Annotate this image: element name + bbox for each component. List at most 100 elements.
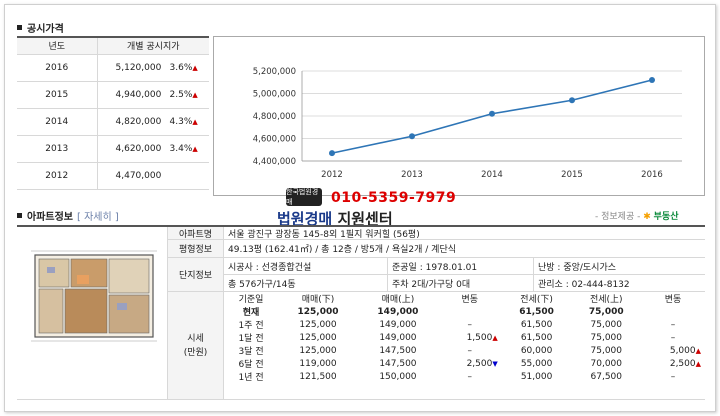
market-row: 1달 전 125,000 149,000 1,500▲ 61,500 75,000 – [224, 331, 705, 345]
y-tick-label: 4,800,000 [253, 112, 296, 122]
price-value-cell: 4,620,000 3.4%▲ [96, 135, 209, 163]
jeonse-high: 75,000 [590, 319, 623, 330]
market-col-header: 변동 [461, 295, 479, 305]
jeonse-low: 55,000 [520, 358, 553, 369]
data-point [569, 97, 575, 104]
jeonse-high: 75,000 [588, 306, 624, 317]
price-value: 4,820,000 [115, 116, 162, 127]
sale-low: 119,000 [299, 358, 337, 369]
market-date: 1년 전 [238, 373, 264, 383]
jeonse-change: – [670, 332, 676, 343]
sale-low: 125,000 [299, 345, 337, 356]
sale-high: 150,000 [379, 371, 417, 382]
jeonse-change: – [670, 371, 676, 382]
row-apt-name: 아파트명 서울 광진구 광장동 145-8외 1필지 워커힐 (56평) [168, 227, 705, 240]
price-value: 4,470,000 [115, 170, 162, 181]
col-header-price: 개별 공시지가 [96, 37, 209, 55]
row-complex-info: 단지정보 시공사 : 선경종합건설 준공일 : 1978.01.01 난방 : … [168, 258, 705, 292]
bullet-square-icon [17, 213, 22, 218]
brand-logo: 법원경매 지원센터 [277, 208, 393, 229]
market-row: 6달 전 119,000 147,500 2,500▼ 55,000 70,000 2,50… [224, 357, 705, 371]
price-year: 2015 [17, 81, 97, 109]
sale-low: 121,500 [299, 371, 337, 382]
price-value-cell: 4,940,000 2.5%▲ [96, 81, 209, 109]
market-row: 3달 전 125,000 147,500 – 60,000 75,000 5,000▲ [224, 344, 705, 358]
auction-stamp-logo: 한국법원경매 [286, 188, 322, 206]
floorplan-image [17, 227, 168, 400]
jeonse-change: 2,500▲ [669, 358, 701, 369]
price-value-cell: 4,820,000 4.3%▲ [96, 108, 209, 136]
parking: 주차 2대/가구당 0대 [388, 275, 534, 291]
sale-low: 125,000 [299, 332, 337, 343]
y-tick-label: 5,200,000 [253, 67, 296, 77]
jeonse-low: 61,500 [520, 319, 553, 330]
sale-high: 147,500 [379, 345, 417, 356]
row-area-info: 평형정보 49.13평 (162.41㎡) / 총 12층 / 방5개 / 욕실… [168, 240, 705, 258]
price-value: 5,120,000 [115, 62, 162, 73]
jeonse-low: 51,000 [520, 371, 553, 382]
market-col-header: 매매(上) [381, 295, 415, 305]
heating: 난방 : 중앙/도시가스 [538, 262, 617, 273]
sale-change: – [467, 345, 473, 356]
price-value-cell: 5,120,000 3.6%▲ [96, 54, 209, 82]
sale-high: 149,000 [379, 319, 417, 330]
price-change: 3.6% [169, 62, 193, 73]
arrow-up-icon: ▲ [192, 144, 198, 153]
bullet-square-icon [17, 25, 22, 30]
row-market-price: 시세 (만원) 기준일 매매(下) 매매(上) 변동 전세(下) 전세(上) 변동 현재 125… [168, 292, 705, 400]
floorplan-icon [31, 250, 157, 342]
price-row: 2012 4,470,000 [17, 162, 209, 190]
price-year: 2014 [17, 108, 97, 136]
office-phone: 관리소 : 02-444-8132 [538, 279, 630, 290]
arrow-up-icon: ▲ [192, 90, 198, 99]
price-row: 2015 4,940,000 2.5%▲ [17, 81, 209, 109]
sale-high: 147,500 [379, 358, 417, 369]
y-tick-label: 5,000,000 [253, 90, 296, 100]
price-value-cell: 4,470,000 [96, 162, 209, 190]
detail-link[interactable]: [ 자세히 ] [77, 212, 119, 223]
col-header-year: 년도 [17, 37, 97, 55]
y-tick-label: 4,600,000 [253, 135, 296, 145]
price-line-chart: 4,400,000 4,600,000 4,800,000 5,000,000 5,20… [213, 36, 705, 196]
sale-high: 149,000 [379, 332, 417, 343]
x-tick-label: 2016 [641, 170, 663, 180]
section-title-official-price: 공시가격 [17, 20, 64, 35]
sale-change: 1,500▲ [466, 332, 498, 343]
chart-svg: 4,400,000 4,600,000 4,800,000 5,000,000 5,20… [253, 67, 682, 180]
jeonse-low: 60,000 [520, 345, 553, 356]
arrow-up-icon: ▲ [695, 346, 701, 355]
x-tick-label: 2015 [561, 170, 583, 180]
jeonse-high: 75,000 [590, 345, 623, 356]
data-point [409, 133, 415, 140]
x-tick-label: 2012 [321, 170, 343, 180]
price-row: 2013 4,620,000 3.4%▲ [17, 135, 209, 163]
brand-main: 법원경매 [277, 210, 333, 228]
market-col-header: 전세(下) [520, 295, 553, 305]
x-tick-label: 2014 [481, 170, 503, 180]
apt-name: 서울 광진구 광장동 145-8외 1필지 워커힐 (56평) [228, 229, 420, 240]
market-date: 1주 전 [238, 321, 264, 331]
arrow-up-icon: ▲ [492, 333, 498, 342]
price-row: 2016 5,120,000 3.6%▲ [17, 54, 209, 82]
brand-sub: 지원센터 [337, 210, 393, 228]
section-title-apt-info: 아파트정보[ 자세히 ] [17, 208, 119, 223]
households: 총 576가구/14동 [224, 275, 388, 291]
completion-date: 준공일 : 1978.01.01 [388, 258, 534, 274]
price-year: 2013 [17, 135, 97, 163]
market-col-header: 전세(上) [589, 295, 623, 305]
x-tick-label: 2013 [401, 170, 423, 180]
market-col-header: 매매(下) [301, 295, 335, 305]
jeonse-change: 5,000▲ [669, 345, 701, 356]
market-row: 1년 전 121,500 150,000 – 51,000 67,500 – [224, 370, 705, 384]
jeonse-low: 61,500 [519, 306, 554, 317]
area-info: 49.13평 (162.41㎡) / 총 12층 / 방5개 / 욕실2개 / … [228, 245, 457, 255]
sale-change: – [467, 371, 473, 382]
price-year: 2016 [17, 54, 97, 82]
price-change: 3.4% [169, 143, 193, 154]
price-change: 2.5% [169, 89, 193, 100]
market-header-row: 기준일 매매(下) 매매(上) 변동 전세(下) 전세(上) 변동 [224, 292, 705, 305]
arrow-up-icon: ▲ [192, 63, 198, 72]
jeonse-low: 61,500 [520, 332, 553, 343]
market-date: 현재 [242, 308, 260, 318]
market-label: 시세 (만원) [168, 292, 224, 399]
